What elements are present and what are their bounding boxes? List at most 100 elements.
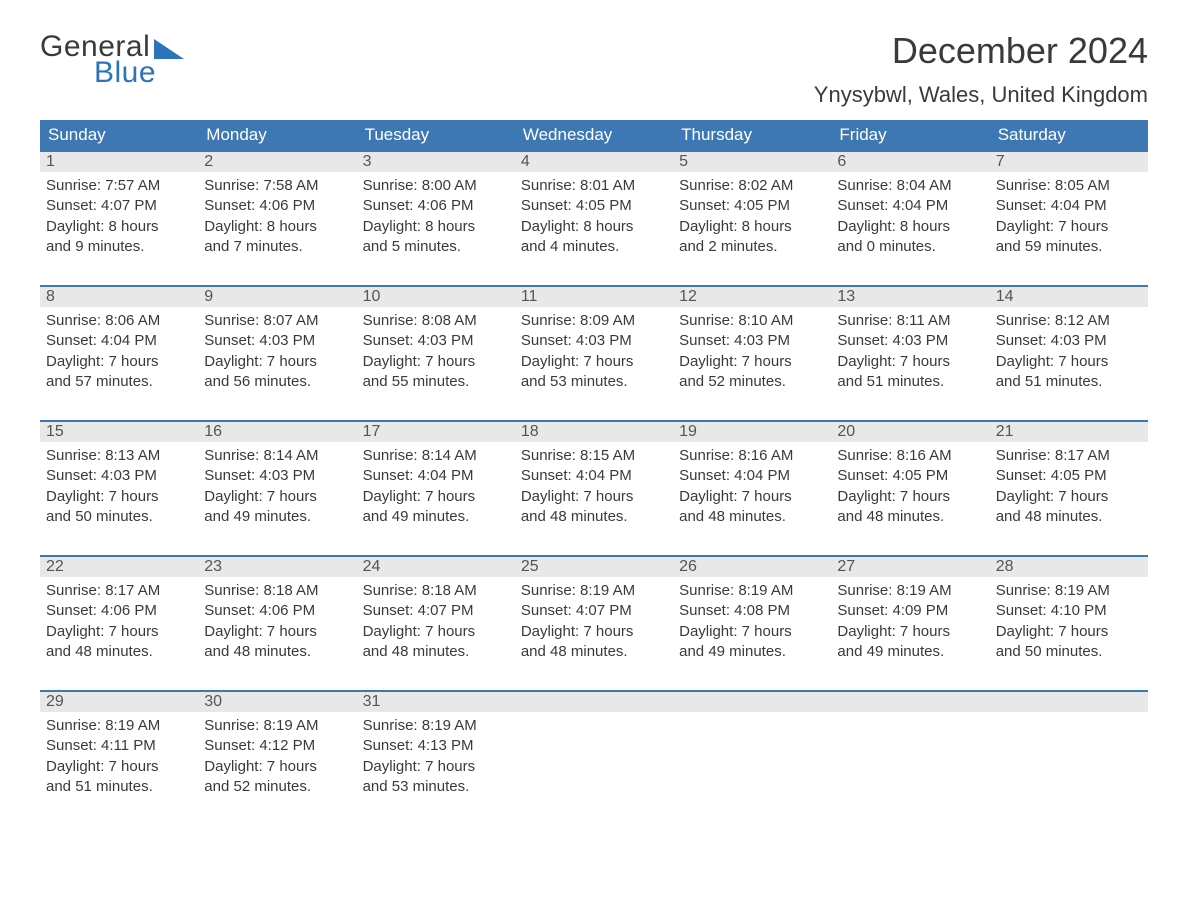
daylight-text-1: Daylight: 8 hours [679,217,825,237]
daylight-text-1: Daylight: 7 hours [996,622,1142,642]
sunrise-text: Sunrise: 8:17 AM [46,581,192,601]
daylight-text-1: Daylight: 7 hours [521,487,667,507]
daylight-text-1: Daylight: 7 hours [363,622,509,642]
daylight-text-2: and 48 minutes. [46,642,192,662]
day-number: 5 [673,152,831,172]
daylight-text-2: and 59 minutes. [996,237,1142,257]
day-cell: Sunrise: 8:19 AMSunset: 4:09 PMDaylight:… [831,577,989,672]
day-cell: Sunrise: 8:18 AMSunset: 4:06 PMDaylight:… [198,577,356,672]
daylight-text-2: and 51 minutes. [46,777,192,797]
daynum-row: 15161718192021 [40,422,1148,442]
sunset-text: Sunset: 4:05 PM [521,196,667,216]
daylight-text-1: Daylight: 7 hours [204,622,350,642]
sunrise-text: Sunrise: 8:06 AM [46,311,192,331]
sunrise-text: Sunrise: 7:58 AM [204,176,350,196]
daylight-text-2: and 49 minutes. [679,642,825,662]
day-cell: Sunrise: 8:11 AMSunset: 4:03 PMDaylight:… [831,307,989,402]
day-header: Thursday [673,120,831,150]
sunrise-text: Sunrise: 8:16 AM [837,446,983,466]
calendar-week: 22232425262728Sunrise: 8:17 AMSunset: 4:… [40,555,1148,672]
day-number: 9 [198,287,356,307]
day-cell [515,712,673,807]
sunrise-text: Sunrise: 8:14 AM [363,446,509,466]
day-number: 25 [515,557,673,577]
day-cell: Sunrise: 8:15 AMSunset: 4:04 PMDaylight:… [515,442,673,537]
daybody-row: Sunrise: 8:06 AMSunset: 4:04 PMDaylight:… [40,307,1148,402]
daylight-text-1: Daylight: 8 hours [363,217,509,237]
daylight-text-2: and 56 minutes. [204,372,350,392]
sunset-text: Sunset: 4:10 PM [996,601,1142,621]
daylight-text-1: Daylight: 7 hours [46,757,192,777]
sunset-text: Sunset: 4:13 PM [363,736,509,756]
day-number: 12 [673,287,831,307]
day-cell: Sunrise: 8:12 AMSunset: 4:03 PMDaylight:… [990,307,1148,402]
sunset-text: Sunset: 4:04 PM [521,466,667,486]
daylight-text-2: and 48 minutes. [521,507,667,527]
day-cell: Sunrise: 8:14 AMSunset: 4:03 PMDaylight:… [198,442,356,537]
daylight-text-1: Daylight: 7 hours [46,352,192,372]
sunset-text: Sunset: 4:07 PM [363,601,509,621]
sunset-text: Sunset: 4:04 PM [679,466,825,486]
sunrise-text: Sunrise: 8:05 AM [996,176,1142,196]
day-cell [673,712,831,807]
day-cell [990,712,1148,807]
day-number: 26 [673,557,831,577]
day-number [831,692,989,712]
daylight-text-1: Daylight: 7 hours [363,352,509,372]
daylight-text-2: and 53 minutes. [521,372,667,392]
daylight-text-1: Daylight: 7 hours [996,217,1142,237]
day-number: 14 [990,287,1148,307]
daylight-text-1: Daylight: 7 hours [521,622,667,642]
day-cell: Sunrise: 8:19 AMSunset: 4:08 PMDaylight:… [673,577,831,672]
sunset-text: Sunset: 4:03 PM [521,331,667,351]
sunset-text: Sunset: 4:06 PM [363,196,509,216]
daylight-text-1: Daylight: 7 hours [996,487,1142,507]
daylight-text-1: Daylight: 8 hours [521,217,667,237]
day-cell: Sunrise: 8:00 AMSunset: 4:06 PMDaylight:… [357,172,515,267]
daynum-row: 1234567 [40,152,1148,172]
sunset-text: Sunset: 4:03 PM [996,331,1142,351]
day-number: 15 [40,422,198,442]
day-header: Monday [198,120,356,150]
sunrise-text: Sunrise: 8:19 AM [521,581,667,601]
sunrise-text: Sunrise: 8:13 AM [46,446,192,466]
sunset-text: Sunset: 4:04 PM [996,196,1142,216]
daylight-text-1: Daylight: 7 hours [363,757,509,777]
day-cell: Sunrise: 7:58 AMSunset: 4:06 PMDaylight:… [198,172,356,267]
day-number: 1 [40,152,198,172]
sunset-text: Sunset: 4:03 PM [363,331,509,351]
daylight-text-1: Daylight: 8 hours [837,217,983,237]
day-number: 31 [357,692,515,712]
daylight-text-2: and 48 minutes. [204,642,350,662]
day-cell: Sunrise: 8:04 AMSunset: 4:04 PMDaylight:… [831,172,989,267]
daylight-text-1: Daylight: 7 hours [679,487,825,507]
daylight-text-2: and 49 minutes. [837,642,983,662]
sunrise-text: Sunrise: 8:07 AM [204,311,350,331]
day-cell: Sunrise: 8:17 AMSunset: 4:06 PMDaylight:… [40,577,198,672]
day-cell [831,712,989,807]
sunrise-text: Sunrise: 8:04 AM [837,176,983,196]
calendar-grid: Sunday Monday Tuesday Wednesday Thursday… [40,120,1148,807]
daylight-text-2: and 5 minutes. [363,237,509,257]
day-header: Sunday [40,120,198,150]
sunset-text: Sunset: 4:04 PM [837,196,983,216]
sunset-text: Sunset: 4:07 PM [46,196,192,216]
daylight-text-2: and 50 minutes. [996,642,1142,662]
day-number: 28 [990,557,1148,577]
day-cell: Sunrise: 8:13 AMSunset: 4:03 PMDaylight:… [40,442,198,537]
sunrise-text: Sunrise: 8:11 AM [837,311,983,331]
day-cell: Sunrise: 8:01 AMSunset: 4:05 PMDaylight:… [515,172,673,267]
sunset-text: Sunset: 4:05 PM [679,196,825,216]
daylight-text-1: Daylight: 7 hours [837,352,983,372]
day-number: 29 [40,692,198,712]
day-number: 18 [515,422,673,442]
daylight-text-2: and 9 minutes. [46,237,192,257]
daylight-text-1: Daylight: 7 hours [204,757,350,777]
daylight-text-2: and 51 minutes. [996,372,1142,392]
sunrise-text: Sunrise: 8:02 AM [679,176,825,196]
day-cell: Sunrise: 7:57 AMSunset: 4:07 PMDaylight:… [40,172,198,267]
daylight-text-1: Daylight: 7 hours [204,352,350,372]
logo-text-blue: Blue [94,56,184,90]
daylight-text-2: and 53 minutes. [363,777,509,797]
sunrise-text: Sunrise: 8:16 AM [679,446,825,466]
